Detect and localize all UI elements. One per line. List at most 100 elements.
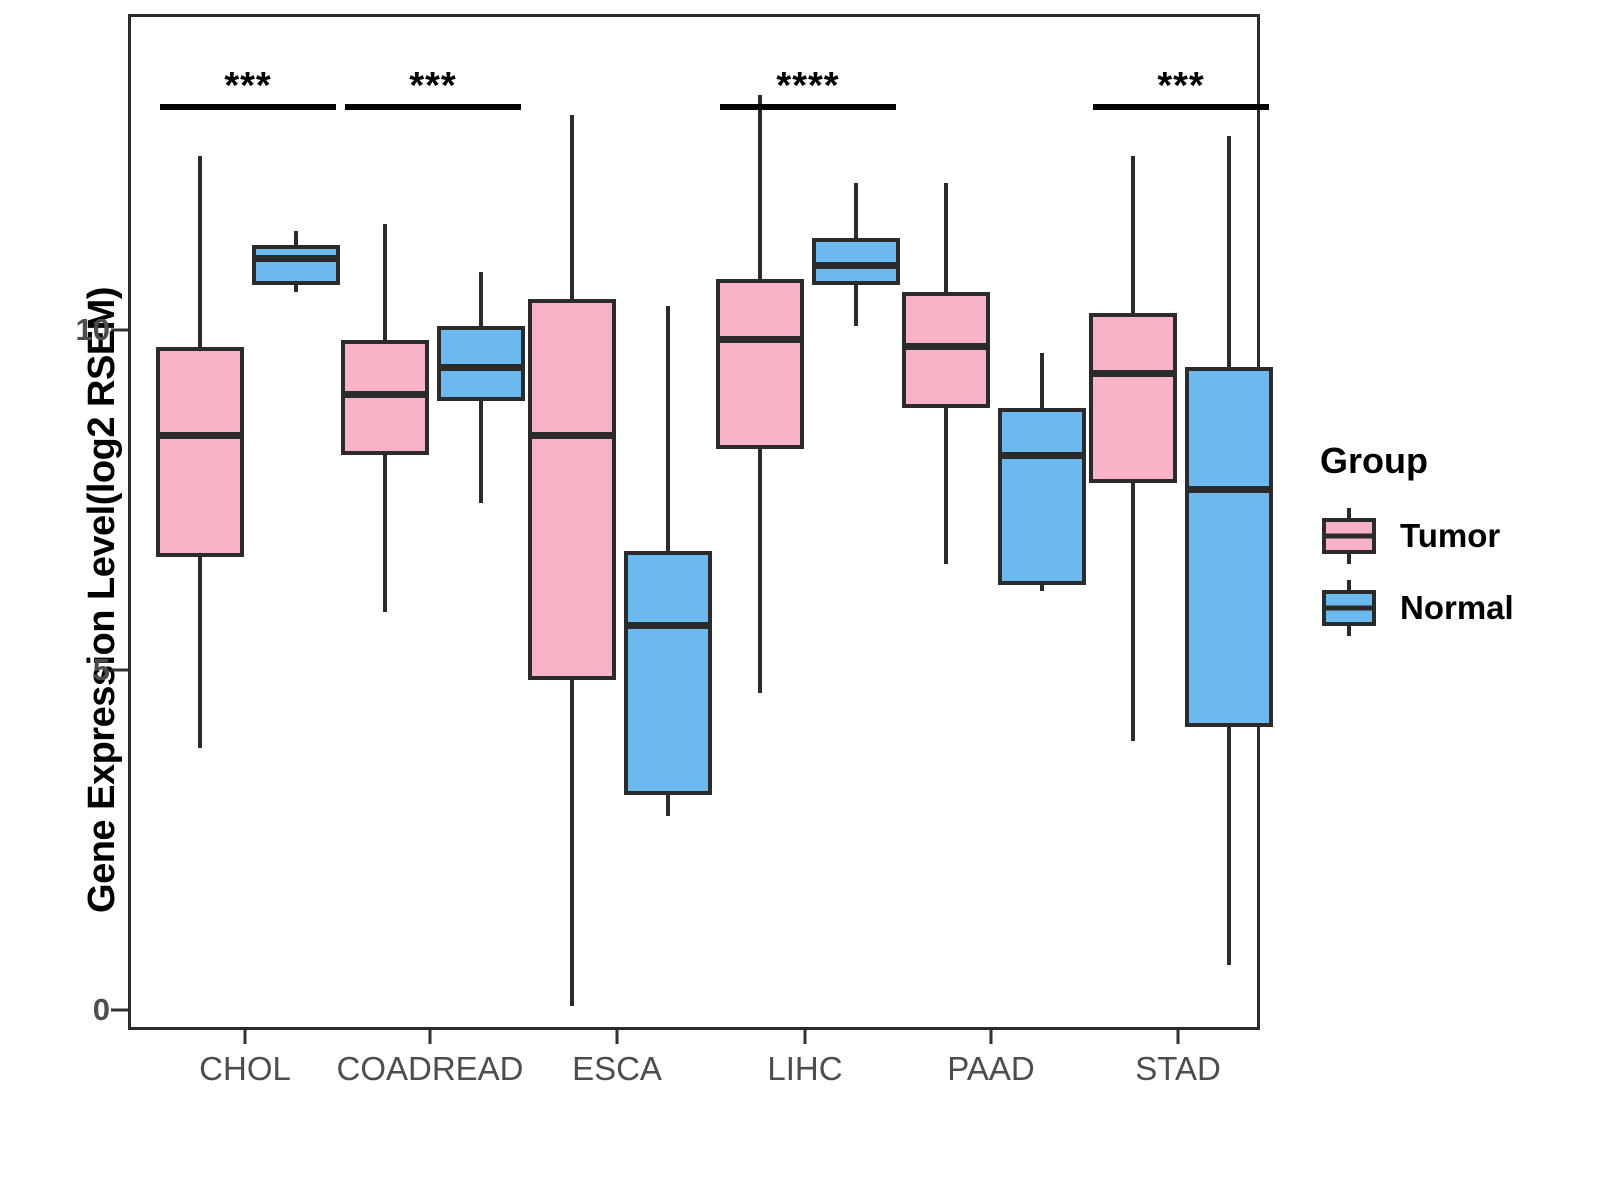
boxplot-box [902,17,990,1027]
significance-bar [345,103,521,110]
legend: Group Tumor Normal [1320,440,1590,648]
median-line [1185,485,1273,493]
legend-median [1322,533,1376,539]
significance-stars: *** [224,64,272,107]
x-tick-mark [243,1030,247,1044]
whisker-upper [479,271,483,327]
whisker-upper [854,183,858,238]
significance-bar [160,103,336,110]
significance-bar [720,103,896,110]
legend-median [1322,605,1376,611]
significance-annotation: *** [1093,58,1269,110]
box-iqr [1185,367,1273,728]
whisker-lower [570,679,574,1007]
whisker-lower [198,557,202,748]
legend-label: Tumor [1400,517,1501,554]
legend-item-tumor[interactable]: Tumor [1320,504,1590,568]
whisker-upper [383,224,387,340]
boxplot-box [716,17,804,1027]
whisker-upper [570,115,574,299]
whisker-lower [944,407,948,565]
median-line [624,621,712,629]
x-tick-mark [989,1030,993,1044]
whisker-lower [1131,482,1135,741]
boxplot-box [252,17,340,1027]
legend-item-normal[interactable]: Normal [1320,576,1590,640]
legend-whisker-bottom [1347,552,1351,564]
whisker-lower [383,455,387,612]
y-tick-label: 0 [92,992,110,1027]
y-tick-label: 5 [92,652,110,687]
whisker-upper [758,95,762,279]
box-iqr [156,346,244,558]
median-line [1089,370,1177,378]
whisker-upper [666,305,670,551]
plot-panel: *** *** **** *** [128,14,1273,1030]
whisker-upper [1131,156,1135,313]
x-tick-label-esca: ESCA [572,1050,662,1087]
boxplot-box [624,17,712,1027]
whisker-lower [666,795,670,816]
legend-title: Group [1320,440,1428,481]
whisker-upper [198,156,202,347]
median-line [252,254,340,262]
box-iqr [528,299,616,680]
legend-whisker-top [1347,580,1351,592]
whisker-lower [1227,727,1231,966]
x-tick-label-coadread: COADREAD [336,1050,524,1087]
median-line [437,363,525,371]
boxplot-box [998,17,1086,1027]
legend-items: Tumor Normal [1320,504,1590,640]
box-iqr [998,407,1086,585]
whisker-lower [854,285,858,327]
legend-whisker-bottom [1347,624,1351,636]
y-tick-label: 10 [75,312,110,347]
boxplot-box [1089,17,1177,1027]
significance-stars: **** [776,64,840,107]
box-iqr [1089,312,1177,483]
significance-stars: *** [1157,64,1205,107]
median-line [156,431,244,439]
boxplot-box [156,17,244,1027]
x-tick-label-lihc: LIHC [767,1050,843,1087]
x-tick-mark [428,1030,432,1044]
whisker-upper [294,231,298,245]
x-tick-label-stad: STAD [1135,1050,1221,1087]
significance-stars: *** [409,64,457,107]
median-line [812,261,900,269]
x-tick-mark [803,1030,807,1044]
median-line [998,451,1086,459]
significance-annotation: *** [345,58,521,110]
significance-bar [1093,103,1269,110]
whisker-upper [1227,135,1231,367]
whisker-lower [479,401,483,503]
boxplot-box [528,17,616,1027]
significance-annotation: **** [720,58,896,110]
x-tick-mark [615,1030,619,1044]
whisker-upper [1040,353,1044,408]
box-iqr [624,550,712,796]
boxplot-box [341,17,429,1027]
median-line [902,343,990,351]
legend-key-normal [1320,580,1378,636]
x-tick-label-chol: CHOL [199,1050,291,1087]
whisker-upper [944,183,948,293]
median-line [716,336,804,344]
y-tick-mark [111,668,128,672]
plot-area: *** *** **** *** [131,17,1273,1027]
boxplot-box [1185,17,1273,1027]
y-tick-mark [111,328,128,332]
significance-annotation: *** [160,58,336,110]
y-tick-mark [111,1008,128,1012]
whisker-lower [1040,584,1044,592]
box-iqr [716,278,804,449]
boxplot-box [812,17,900,1027]
box-iqr [252,244,340,286]
median-line [341,390,429,398]
median-line [528,431,616,439]
x-tick-label-paad: PAAD [947,1050,1035,1087]
boxplot-box [437,17,525,1027]
legend-label: Normal [1400,589,1514,626]
legend-whisker-top [1347,508,1351,520]
